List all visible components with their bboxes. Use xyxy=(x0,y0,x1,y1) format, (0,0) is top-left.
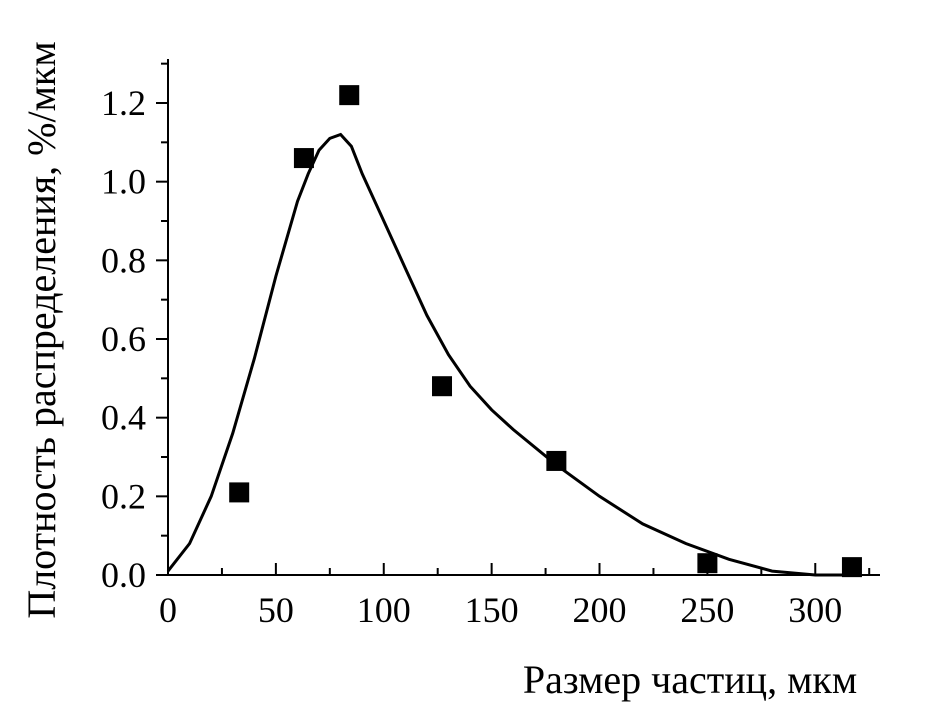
data-point xyxy=(432,376,453,397)
y-tick-label: 0.6 xyxy=(101,319,146,359)
axes xyxy=(167,59,880,576)
data-point xyxy=(697,553,718,574)
x-tick-label: 300 xyxy=(788,590,842,630)
x-tick-label: 50 xyxy=(258,590,294,630)
data-point xyxy=(841,557,862,578)
data-point xyxy=(339,85,360,106)
x-tick-label: 150 xyxy=(465,590,519,630)
y-axis-title: Плотность распределения, %/мкм xyxy=(19,41,64,618)
x-tick-label: 0 xyxy=(159,590,177,630)
x-axis-title: Размер частиц, мкм xyxy=(523,657,857,702)
fit-curve xyxy=(166,132,859,577)
y-tick-label: 0.4 xyxy=(101,398,146,438)
y-tick-label: 0.2 xyxy=(101,476,146,516)
data-point xyxy=(293,148,314,169)
x-tick-label: 200 xyxy=(573,590,627,630)
y-axis-ticks: 0.0 0.2 0.4 0.6 0.8 1.0 1.2 xyxy=(101,62,168,595)
data-points xyxy=(229,85,862,578)
x-tick-label: 250 xyxy=(680,590,734,630)
x-tick-label: 100 xyxy=(357,590,411,630)
y-tick-label: 0.0 xyxy=(101,555,146,595)
y-tick-label: 1.2 xyxy=(101,83,146,123)
y-tick-label: 1.0 xyxy=(101,162,146,202)
data-point xyxy=(229,482,250,503)
data-point xyxy=(546,450,567,471)
y-tick-label: 0.8 xyxy=(101,240,146,280)
x-axis-ticks: 0 50 100 150 200 250 300 xyxy=(159,563,871,630)
